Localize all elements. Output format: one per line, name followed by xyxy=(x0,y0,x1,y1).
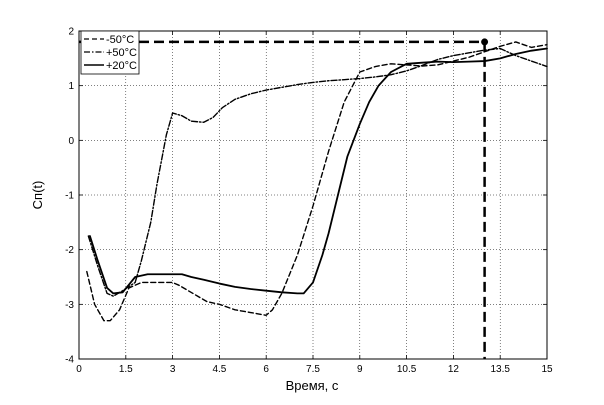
y-tick-label: -4 xyxy=(65,355,74,366)
x-tick-label: 3 xyxy=(170,364,176,375)
x-tick-label: 7.5 xyxy=(306,364,320,375)
grid xyxy=(79,31,547,359)
y-tick-label: -2 xyxy=(65,245,74,256)
x-tick-label: 1.5 xyxy=(119,364,133,375)
annotation-layer xyxy=(79,38,489,359)
x-tick-label: 13.5 xyxy=(490,364,510,375)
series-line-2 xyxy=(89,47,548,295)
y-tick-label: 2 xyxy=(68,27,74,38)
y-tick-label: 1 xyxy=(68,81,74,92)
x-tick-label: 15 xyxy=(541,364,553,375)
y-axis-ticks: -4 -3 -2 -1 0 1 2 xyxy=(65,27,547,366)
legend-label-plus50: +50°C xyxy=(106,47,137,59)
x-axis-label: Время, с xyxy=(286,378,339,393)
y-tick-label: -1 xyxy=(65,191,74,202)
annotation-marker xyxy=(481,38,489,46)
series-layer xyxy=(86,41,548,322)
x-tick-label: 0 xyxy=(76,364,82,375)
x-axis-ticks: 0 1.5 3 4.5 6 7.5 9 10.5 12 13.5 15 xyxy=(76,31,553,375)
legend-box xyxy=(80,30,140,75)
series-line-1 xyxy=(87,47,548,297)
x-tick-label: 4.5 xyxy=(212,364,226,375)
y-tick-label: 0 xyxy=(68,136,74,147)
y-tick-label: -3 xyxy=(65,300,74,311)
y-axis-label: Сп(t) xyxy=(30,181,45,210)
x-tick-label: 9 xyxy=(357,364,363,375)
x-tick-label: 10.5 xyxy=(397,364,417,375)
legend: -50°C +50°C +20°C xyxy=(80,30,140,75)
legend-label-plus20: +20°C xyxy=(106,60,137,72)
x-tick-label: 6 xyxy=(263,364,269,375)
series-line-0 xyxy=(86,41,548,322)
legend-label-minus50: -50°C xyxy=(106,34,134,46)
x-tick-label: 12 xyxy=(448,364,460,375)
